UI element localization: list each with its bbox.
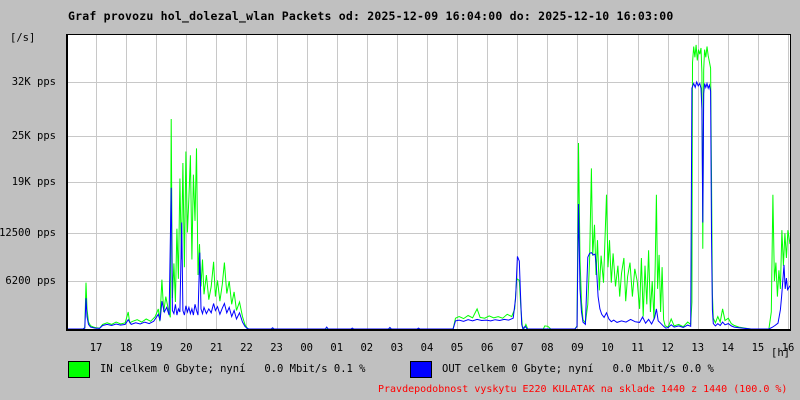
x-tick-label: 13 [691, 342, 705, 354]
y-tick-label: 6200 pps [5, 275, 56, 288]
chart-title: Graf provozu hol_dolezal_wlan Packets od… [68, 9, 674, 23]
y-tick-label: 32K pps [11, 75, 56, 88]
x-tick-label: 10 [601, 342, 614, 354]
x-tick-label: 05 [450, 342, 464, 354]
x-tick-label: 08 [540, 342, 554, 354]
series-out-line [68, 80, 790, 329]
x-tick-label: 07 [510, 342, 524, 354]
x-tick-label: 17 [89, 342, 103, 354]
x-tick-label: 14 [721, 342, 735, 354]
x-tick-label: 06 [480, 342, 494, 354]
x-tick-label: 20 [179, 342, 193, 354]
x-tick-label: 03 [390, 342, 404, 354]
x-tick-label: 15 [751, 342, 765, 354]
x-tick-label: 19 [149, 342, 163, 354]
x-axis-unit-label: [h] [771, 347, 790, 359]
y-tick-label: 12500 pps [0, 226, 56, 239]
x-tick-label: 12 [661, 342, 674, 354]
x-tick-label: 16 [781, 342, 795, 354]
legend-out-swatch [410, 361, 432, 378]
legend-in-swatch [68, 361, 90, 378]
legend-out-label: OUT celkem 0 Gbyte; nyní 0.0 Mbit/s 0.0 … [442, 363, 714, 375]
x-tick-label: 09 [571, 342, 584, 354]
x-tick-label: 11 [631, 342, 644, 354]
x-tick-label: 04 [420, 342, 434, 354]
y-axis-tick-labels: 32K pps 25K pps 19K pps 12500 pps 6200 pps [0, 34, 62, 330]
legend-in-label: IN celkem 0 Gbyte; nyní 0.0 Mbit/s 0.1 % [100, 363, 366, 375]
x-tick-label: 21 [210, 342, 223, 354]
y-axis-unit-label: [/s] [10, 32, 36, 44]
traffic-plot-svg [68, 35, 790, 329]
series-in-line [68, 44, 790, 329]
x-tick-label: 01 [330, 342, 344, 354]
x-axis-tick-labels: 17 18 19 20 21 22 23 00 01 02 03 04 05 06 07 08 09 10 11 12… [68, 342, 795, 356]
x-tick-label: 02 [360, 342, 374, 354]
x-tick-label: 00 [300, 342, 313, 354]
stock-probability-alert-text: Pravdepodobnost vyskytu E220 KULATAK na … [378, 384, 788, 395]
x-tick-label: 18 [119, 342, 133, 354]
y-tick-label: 19K pps [11, 176, 56, 189]
x-tick-label: 23 [270, 342, 283, 354]
traffic-plot-area [66, 34, 791, 331]
y-tick-label: 25K pps [11, 130, 56, 143]
x-tick-label: 22 [240, 342, 253, 354]
